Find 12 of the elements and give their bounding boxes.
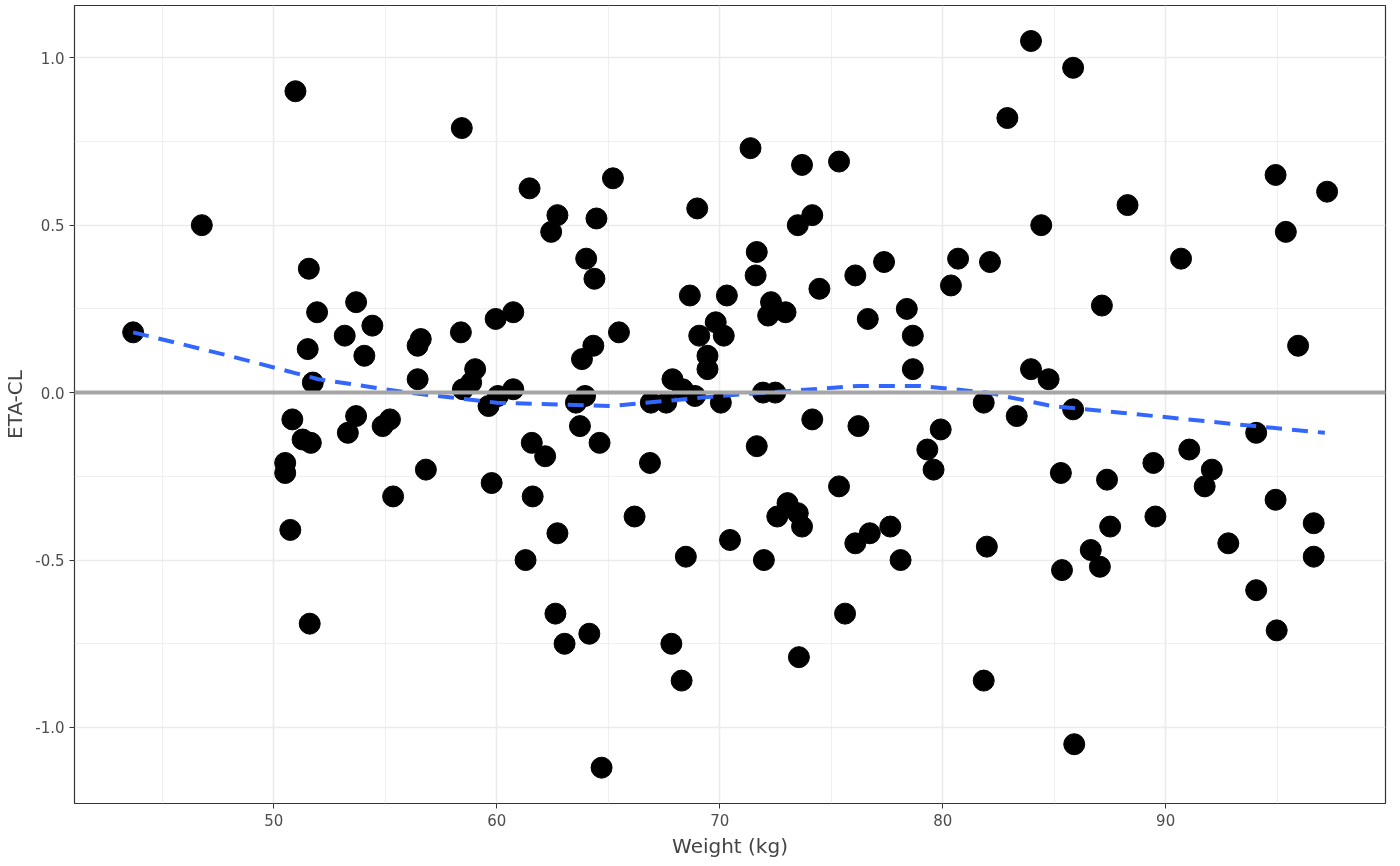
- y-tick-label: 0.0: [40, 384, 65, 403]
- x-tick-label: 60: [487, 811, 507, 830]
- x-tick-label: 90: [1156, 811, 1176, 830]
- x-tick-label: 50: [264, 811, 284, 830]
- x-tick-label: 80: [933, 811, 953, 830]
- y-tick-label: -0.5: [35, 552, 65, 571]
- y-tick-label: -1.0: [35, 719, 65, 738]
- y-tick-label: 1.0: [40, 49, 65, 68]
- x-tick-label: 70: [710, 811, 730, 830]
- x-axis-title: Weight (kg): [672, 833, 788, 858]
- y-axis-title: ETA-CL: [3, 369, 28, 439]
- y-tick-label: 0.5: [40, 217, 65, 236]
